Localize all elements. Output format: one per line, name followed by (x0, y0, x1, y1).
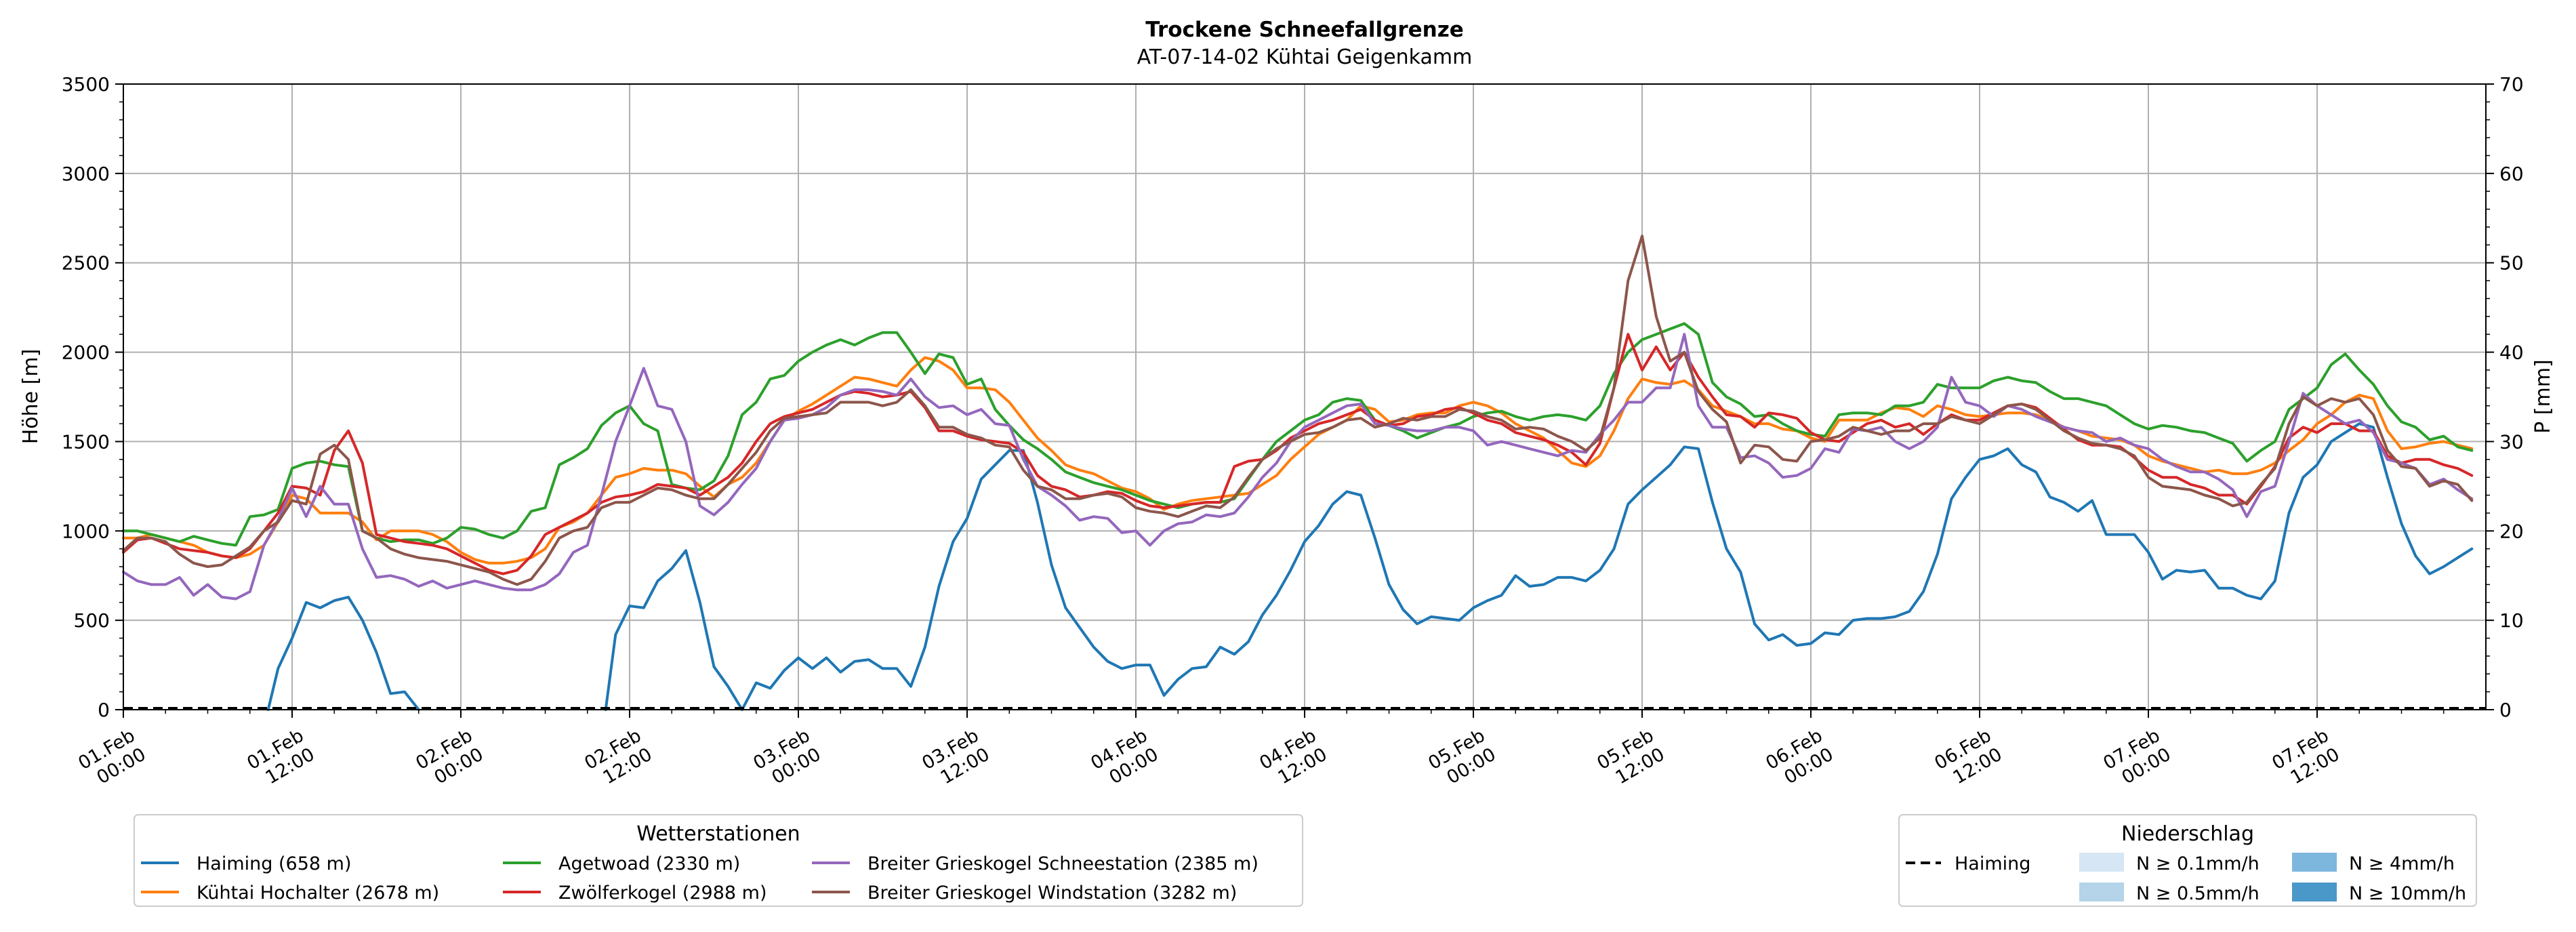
series-layer (122, 235, 2474, 711)
series-line-2 (122, 322, 2474, 547)
y2-axis-label: P [mm] (2531, 359, 2555, 433)
y2-tick-label: 40 (2499, 342, 2524, 364)
y-tick-label: 0 (98, 699, 110, 721)
y-tick-label: 2000 (62, 342, 110, 364)
y2-tick-label: 30 (2499, 430, 2524, 453)
y2-tick-label: 70 (2499, 73, 2524, 96)
legend-label-1: Kühtai Hochalter (2678 m) (197, 883, 439, 904)
y-tick-label: 3000 (62, 163, 110, 185)
legend-precip-cat-3-label: N ≥ 10mm/h (2349, 883, 2466, 904)
legend-stations-items: Haiming (658 m) Kühtai Hochalter (2678 m)… (141, 853, 1259, 904)
chart-title: Trockene Schneefallgrenze (1145, 18, 1464, 42)
legend-precip-cat-2-label: N ≥ 4mm/h (2349, 853, 2455, 874)
legend-stations-title: Wetterstationen (636, 822, 800, 846)
series-line-0 (266, 595, 420, 711)
legend-stations-frame (134, 814, 1303, 907)
legend-precip-cat-1-swatch (2079, 883, 2124, 901)
grid (123, 84, 2486, 710)
series-line-0 (604, 422, 2474, 711)
y-tick-label: 1000 (62, 520, 110, 542)
legend-label-5: Breiter Grieskogel Windstation (3282 m) (867, 883, 1237, 904)
y-tick-label: 1500 (62, 430, 110, 453)
y-axis-label: Höhe [m] (19, 349, 43, 445)
series-line-5 (122, 235, 2474, 586)
y2-tick-label: 50 (2499, 252, 2524, 275)
y2-tick-label: 60 (2499, 163, 2524, 185)
legend-label-2: Agetwoad (2330 m) (558, 853, 740, 874)
legend-label-3: Zwölferkogel (2988 m) (558, 883, 767, 904)
series-line-4 (122, 333, 2474, 601)
y-tick-label: 3500 (62, 73, 110, 96)
y2-tick-label: 0 (2499, 699, 2512, 721)
legend-haiming-precip-label: Haiming (1955, 853, 2030, 874)
y-tick-label: 2500 (62, 252, 110, 275)
y2-tick-label: 20 (2499, 520, 2524, 542)
legend-precip-cat-0-swatch (2079, 853, 2124, 872)
y2-tick-label: 10 (2499, 609, 2524, 632)
legend-precip: Niederschlag Haiming N ≥ 0.1mm/h N ≥ 0.5… (1898, 814, 2477, 907)
legend-precip-cat-3-swatch (2292, 883, 2337, 901)
legend-precip-cat-2-swatch (2292, 853, 2337, 872)
chart-subtitle: AT-07-14-02 Kühtai Geigenkamm (1137, 45, 1473, 69)
legend-precip-cat-0-label: N ≥ 0.1mm/h (2136, 853, 2260, 874)
legend-label-0: Haiming (658 m) (197, 853, 351, 874)
legend-label-4: Breiter Grieskogel Schneestation (2385 m… (867, 853, 1259, 874)
legend-precip-cat-1-label: N ≥ 0.5mm/h (2136, 883, 2260, 904)
legend-precip-title: Niederschlag (2121, 822, 2254, 846)
y-tick-label: 500 (74, 609, 110, 632)
legend-stations: Wetterstationen Haiming (658 m) Kühtai Ho… (134, 814, 1303, 907)
